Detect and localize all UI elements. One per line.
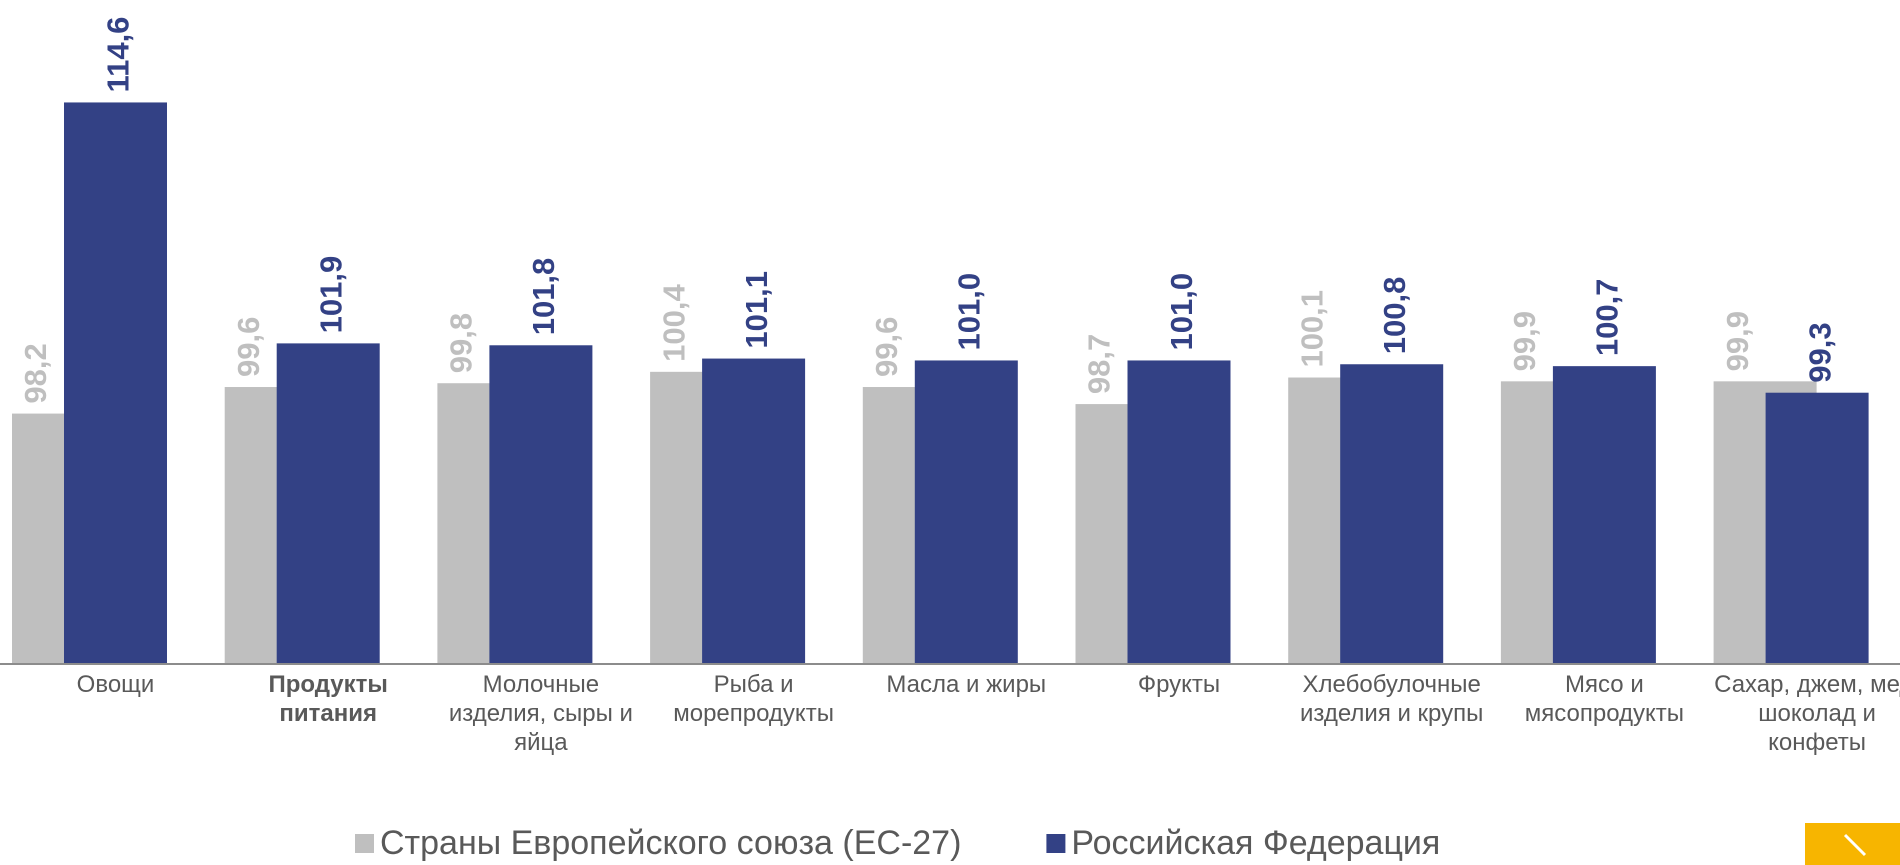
value-label: 100,1 (1294, 290, 1329, 368)
arrow-icon (1843, 833, 1867, 857)
value-label: 101,1 (739, 271, 774, 349)
bar (1552, 366, 1656, 664)
x-tick-label: Фрукты (1137, 671, 1221, 698)
value-label: 99,3 (1802, 322, 1837, 382)
value-label: 99,9 (1720, 311, 1755, 371)
value-label: 98,2 (18, 343, 53, 403)
legend-label: Страны Европейского союза (ЕС-27) (380, 824, 961, 862)
x-tick-label: Овощи (76, 671, 155, 698)
value-label: 99,8 (444, 313, 479, 373)
next-button[interactable] (1805, 823, 1900, 865)
x-tick-label: Мясо и мясопродукты (1524, 671, 1685, 727)
value-label: 100,4 (656, 284, 691, 362)
value-label: 114,6 (101, 17, 136, 93)
bar (914, 360, 1018, 664)
bar (489, 345, 593, 664)
value-label: 101,0 (1164, 273, 1199, 351)
x-tick-label: Сахар, джем, мед, шоколад и конфеты (1714, 671, 1900, 756)
value-label: 99,6 (231, 317, 266, 377)
value-label: 101,9 (313, 256, 348, 334)
bar (1765, 392, 1869, 664)
x-tick-label: Хлебобулочные изделия и крупы (1299, 671, 1484, 727)
bar (1340, 364, 1444, 664)
value-label: 100,7 (1590, 279, 1625, 357)
x-tick-label: Продукты питания (268, 671, 388, 727)
legend-label: Российская Федерация (1071, 824, 1440, 862)
bar (1127, 360, 1231, 664)
x-tick-label: Масла и жиры (886, 671, 1047, 698)
bar (276, 343, 380, 664)
value-label: 99,9 (1507, 311, 1542, 371)
legend-swatch (1046, 834, 1066, 853)
bar (64, 102, 167, 664)
bar (702, 358, 806, 664)
x-tick-label: Молочные изделия, сыры и яйца (448, 671, 633, 756)
x-tick-label: Рыба и морепродукты (673, 671, 834, 727)
value-label: 101,8 (526, 258, 561, 336)
value-label: 98,7 (1082, 334, 1117, 394)
value-label: 100,8 (1377, 277, 1412, 355)
legend-swatch (355, 834, 374, 853)
value-label: 101,0 (951, 273, 986, 351)
value-label: 99,6 (869, 317, 904, 377)
